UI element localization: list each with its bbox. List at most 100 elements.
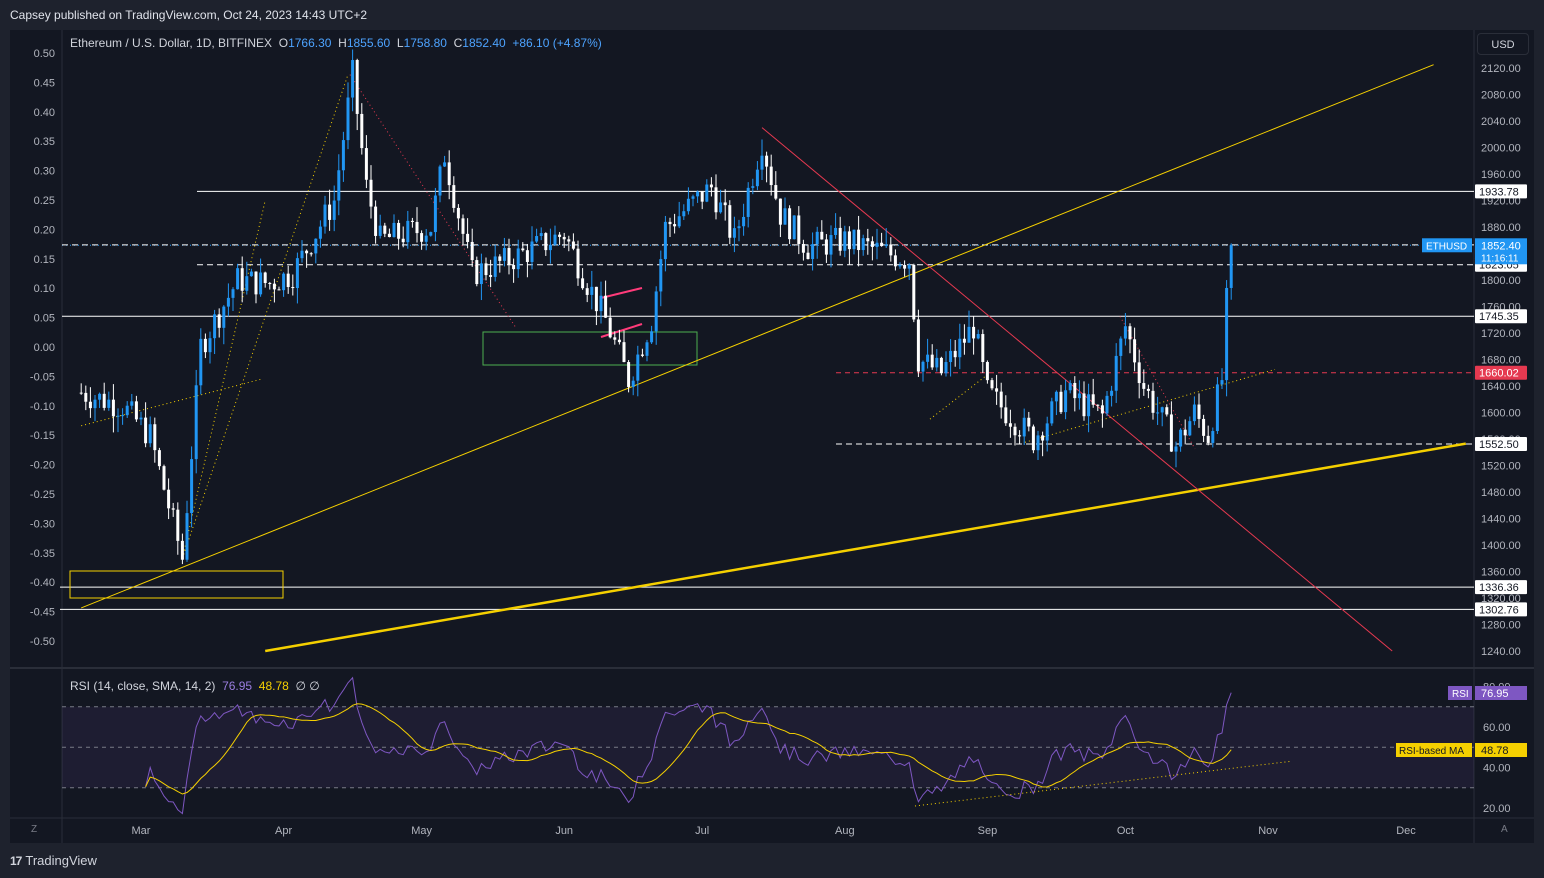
candle-body [916, 319, 920, 372]
candle-body [240, 268, 244, 291]
price-level-tag-bg [1475, 436, 1527, 451]
candle-body [866, 238, 870, 242]
candle-body [387, 233, 391, 238]
candle-body [1036, 435, 1040, 451]
candle-body [944, 362, 948, 374]
candle-body [318, 226, 322, 239]
candle-body [420, 233, 424, 242]
candle-body [903, 264, 907, 269]
candle-body [769, 166, 773, 186]
candle-body [788, 208, 792, 240]
candle-body [1068, 382, 1072, 391]
candle-body [102, 393, 106, 408]
tradingview-logo: 17 TradingView [10, 853, 97, 868]
symbol-legend: Ethereum / U.S. Dollar, 1D, BITFINEX O17… [70, 36, 602, 50]
left-tick-label: 0.10 [34, 283, 55, 295]
rsi-ma-value: 48.78 [258, 679, 289, 693]
candle-body [539, 233, 543, 237]
price-tick-label: 1680.00 [1481, 355, 1521, 367]
candle-body [121, 415, 125, 417]
price-level-tag: 1660.02 [1479, 368, 1519, 380]
price-tick-label: 2080.00 [1481, 90, 1521, 102]
candle-body [1202, 418, 1206, 436]
rsi-tag-value: 76.95 [1481, 688, 1509, 700]
candle-body [562, 236, 566, 240]
price-tick-label: 1720.00 [1481, 328, 1521, 340]
candle-body [470, 241, 474, 261]
candle-body [341, 140, 345, 171]
price-level-tag-bg [1475, 580, 1527, 595]
candle-body [1077, 393, 1081, 399]
candle-body [985, 362, 989, 381]
candle-body [525, 250, 529, 262]
time-tick-label: Oct [1117, 825, 1134, 837]
rsi-divergence-line [914, 760, 1291, 807]
candle-body [673, 224, 677, 227]
ma-tag-value: 48.78 [1481, 745, 1509, 757]
candle-body [162, 466, 166, 490]
candle-body [599, 295, 603, 312]
candle-body [249, 271, 253, 277]
candle-body [682, 211, 686, 217]
rsi-label: RSI (14, close, SMA, 14, 2) [70, 679, 216, 693]
candle-body [907, 264, 911, 269]
candle-body [930, 354, 934, 368]
candle-body [880, 242, 884, 247]
candle-body [617, 339, 621, 343]
candle-body [893, 255, 897, 267]
candle-body [360, 113, 364, 149]
symbol-tag: ETHUSD [1426, 241, 1467, 252]
candle-body [746, 187, 750, 217]
candle-body [714, 187, 718, 213]
candle-body [493, 256, 497, 277]
auto-scale-corner-right[interactable]: A [1501, 824, 1508, 835]
candle-body [378, 225, 382, 236]
left-tick-label: -0.35 [30, 548, 55, 560]
candle-body [1114, 355, 1118, 391]
candle-body [1105, 395, 1109, 414]
currency-button[interactable]: USD [1477, 33, 1529, 55]
price-tick-label: 1520.00 [1481, 461, 1521, 473]
low-value: 1758.80 [403, 36, 447, 50]
price-level-tag-bg [1475, 184, 1527, 199]
candle-body [972, 326, 976, 339]
candle-body [180, 540, 184, 560]
candle-body [1087, 394, 1091, 417]
candle-body [535, 236, 539, 242]
candle-body [811, 244, 815, 260]
candle-body [259, 272, 263, 295]
zoom-corner-left[interactable]: Z [31, 824, 38, 835]
candle-body [364, 148, 368, 180]
candle-body [760, 155, 764, 170]
candle-body [171, 508, 175, 510]
symbol-tag-bg [1422, 238, 1472, 253]
candle-body [401, 238, 405, 243]
price-tick-label: 1480.00 [1481, 487, 1521, 499]
candle-body [604, 295, 608, 318]
candle-body [1215, 384, 1219, 432]
price-tick-label: 1280.00 [1481, 620, 1521, 632]
candle-body [512, 265, 516, 270]
time-tick-label: Sep [978, 825, 998, 837]
candle-body [332, 200, 336, 220]
candle-body [1188, 421, 1192, 436]
candle-body [346, 97, 350, 141]
ma-tag-label-bg [1396, 743, 1472, 757]
candle-body [778, 198, 782, 225]
candle-body [1054, 391, 1058, 402]
candle-body [723, 202, 727, 206]
open-value: 1766.30 [288, 36, 332, 50]
candle-body [728, 205, 732, 238]
candle-body [1137, 362, 1141, 384]
candle-body [1174, 446, 1178, 452]
left-tick-label: 0.20 [34, 224, 55, 236]
candle-body [659, 259, 663, 292]
candle-body [144, 417, 148, 444]
candle-body [498, 256, 502, 261]
candle-body [107, 399, 111, 408]
candle-body [1096, 404, 1100, 406]
time-tick-label: Jun [555, 825, 573, 837]
price-level-tag: 1933.78 [1479, 186, 1519, 198]
change-value: +86.10 (+4.87%) [512, 36, 602, 50]
